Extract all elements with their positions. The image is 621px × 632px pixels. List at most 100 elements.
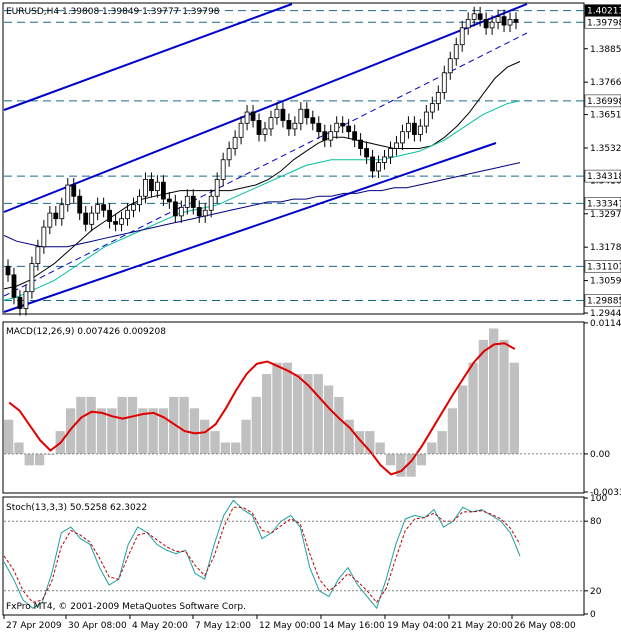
level-price-label: 1.31101 xyxy=(587,262,621,272)
candle-body xyxy=(411,122,417,135)
macd-histogram-bar xyxy=(458,385,468,454)
stoch-panel xyxy=(2,496,585,616)
candle-body xyxy=(113,221,118,225)
macd-histogram-bar xyxy=(76,396,86,454)
macd-histogram-bar xyxy=(34,453,45,466)
candle-body xyxy=(435,92,441,105)
candle-body xyxy=(166,198,172,203)
level-price-label: 1.33347 xyxy=(587,199,621,209)
macd-histogram-bar xyxy=(127,396,138,454)
candle-body xyxy=(196,207,202,217)
macd-histogram-bar xyxy=(14,442,24,454)
candle-body xyxy=(47,212,53,228)
candle-body xyxy=(406,122,411,133)
price-panel xyxy=(2,2,585,315)
macd-histogram-bar xyxy=(313,374,323,454)
candle-body xyxy=(423,111,429,127)
macd-histogram-bar xyxy=(251,396,261,454)
candle-body xyxy=(388,148,393,158)
candle-body xyxy=(346,125,352,133)
candle-body xyxy=(334,122,340,133)
price-tick-label: 1.30595 xyxy=(590,277,621,287)
time-axis: 27 Apr 2009 30 Apr 08:00 4 May 20:00 7 May … xyxy=(3,615,576,631)
candle-body xyxy=(495,16,501,23)
macd-histogram-bar xyxy=(24,453,34,466)
macd-histogram-bar xyxy=(416,453,427,466)
macd-axis: 0.011489 0.00 -0.00334 xyxy=(4,319,621,498)
copyright-text: FxPro MT4, © 2001-2009 MetaQuotes Softwa… xyxy=(6,602,246,612)
price-tick-label: 1.38855 xyxy=(590,45,621,55)
candle-body xyxy=(501,16,507,26)
level-price-label: 1.34318 xyxy=(587,172,621,182)
price-tick-label: 1.31785 xyxy=(590,243,621,253)
time-tick-label: 19 May 04:00 xyxy=(387,621,449,631)
candle-body xyxy=(489,21,495,29)
macd-histogram xyxy=(4,328,519,477)
candle-body xyxy=(184,195,190,208)
candle-body xyxy=(358,139,364,149)
candle-body xyxy=(465,19,471,29)
macd-histogram-bar xyxy=(4,419,14,454)
macd-histogram-bar xyxy=(354,431,365,454)
candles xyxy=(5,6,519,316)
macd-histogram-bar xyxy=(169,396,179,454)
candle-body xyxy=(131,204,136,211)
moving-average-line xyxy=(3,162,521,248)
candle-body xyxy=(89,212,95,225)
stoch-tick-label: 100 xyxy=(590,494,607,504)
time-tick-label: 27 Apr 2009 xyxy=(6,621,62,631)
candle-body xyxy=(250,111,256,121)
upper-channel-line-2 xyxy=(3,3,528,213)
candle-body xyxy=(232,136,238,149)
macd-signal-line xyxy=(8,342,516,476)
candle-body xyxy=(35,246,41,265)
stoch-tick-label: 20 xyxy=(590,587,602,597)
stoch-main-line xyxy=(3,499,521,610)
macd-histogram-bar xyxy=(282,362,292,454)
level-price-box xyxy=(584,16,621,29)
macd-histogram-bar xyxy=(334,396,344,454)
candle-body xyxy=(190,195,196,208)
candle-body xyxy=(400,131,405,144)
macd-histogram-bar xyxy=(148,408,158,454)
macd-histogram-bar xyxy=(220,442,231,454)
moving-average-line xyxy=(3,100,521,301)
macd-histogram-bar xyxy=(303,374,313,454)
candle-body xyxy=(59,204,65,220)
lower-channel-line xyxy=(3,142,497,313)
stoch-tick-label: 80 xyxy=(590,517,602,527)
candle-body xyxy=(453,44,459,60)
candle-body xyxy=(125,209,130,220)
macd-histogram-bar xyxy=(200,419,210,454)
candle-body xyxy=(5,266,11,276)
candle-body xyxy=(11,274,17,298)
macd-histogram-bar xyxy=(489,328,499,454)
mid-channel-line xyxy=(3,32,528,297)
candle-body xyxy=(268,117,274,130)
candle-body xyxy=(256,120,262,135)
candle-body xyxy=(143,179,148,197)
candle-body xyxy=(417,125,423,135)
price-horizontal-levels xyxy=(4,10,584,302)
macd-histogram-bar xyxy=(344,419,354,454)
candle-body xyxy=(513,19,519,23)
candle-body xyxy=(214,179,220,197)
macd-tick-label: -0.00334 xyxy=(590,488,621,498)
candle-body xyxy=(244,111,250,124)
price-tick-label: 1.29440 xyxy=(590,309,621,319)
candle-body xyxy=(71,184,77,197)
candle-body xyxy=(262,128,268,135)
candle-body xyxy=(304,108,310,119)
candle-body xyxy=(429,103,435,113)
candle-body xyxy=(155,181,160,192)
candle-body xyxy=(322,131,328,141)
macd-histogram-bar xyxy=(365,431,375,454)
candle-body xyxy=(137,195,142,206)
candle-body xyxy=(340,122,346,127)
level-price-label: 1.36998 xyxy=(587,97,621,107)
candle-body xyxy=(382,156,387,163)
candle-body xyxy=(172,201,178,217)
candle-body xyxy=(208,195,214,211)
price-tick-label: 1.36510 xyxy=(590,111,621,121)
